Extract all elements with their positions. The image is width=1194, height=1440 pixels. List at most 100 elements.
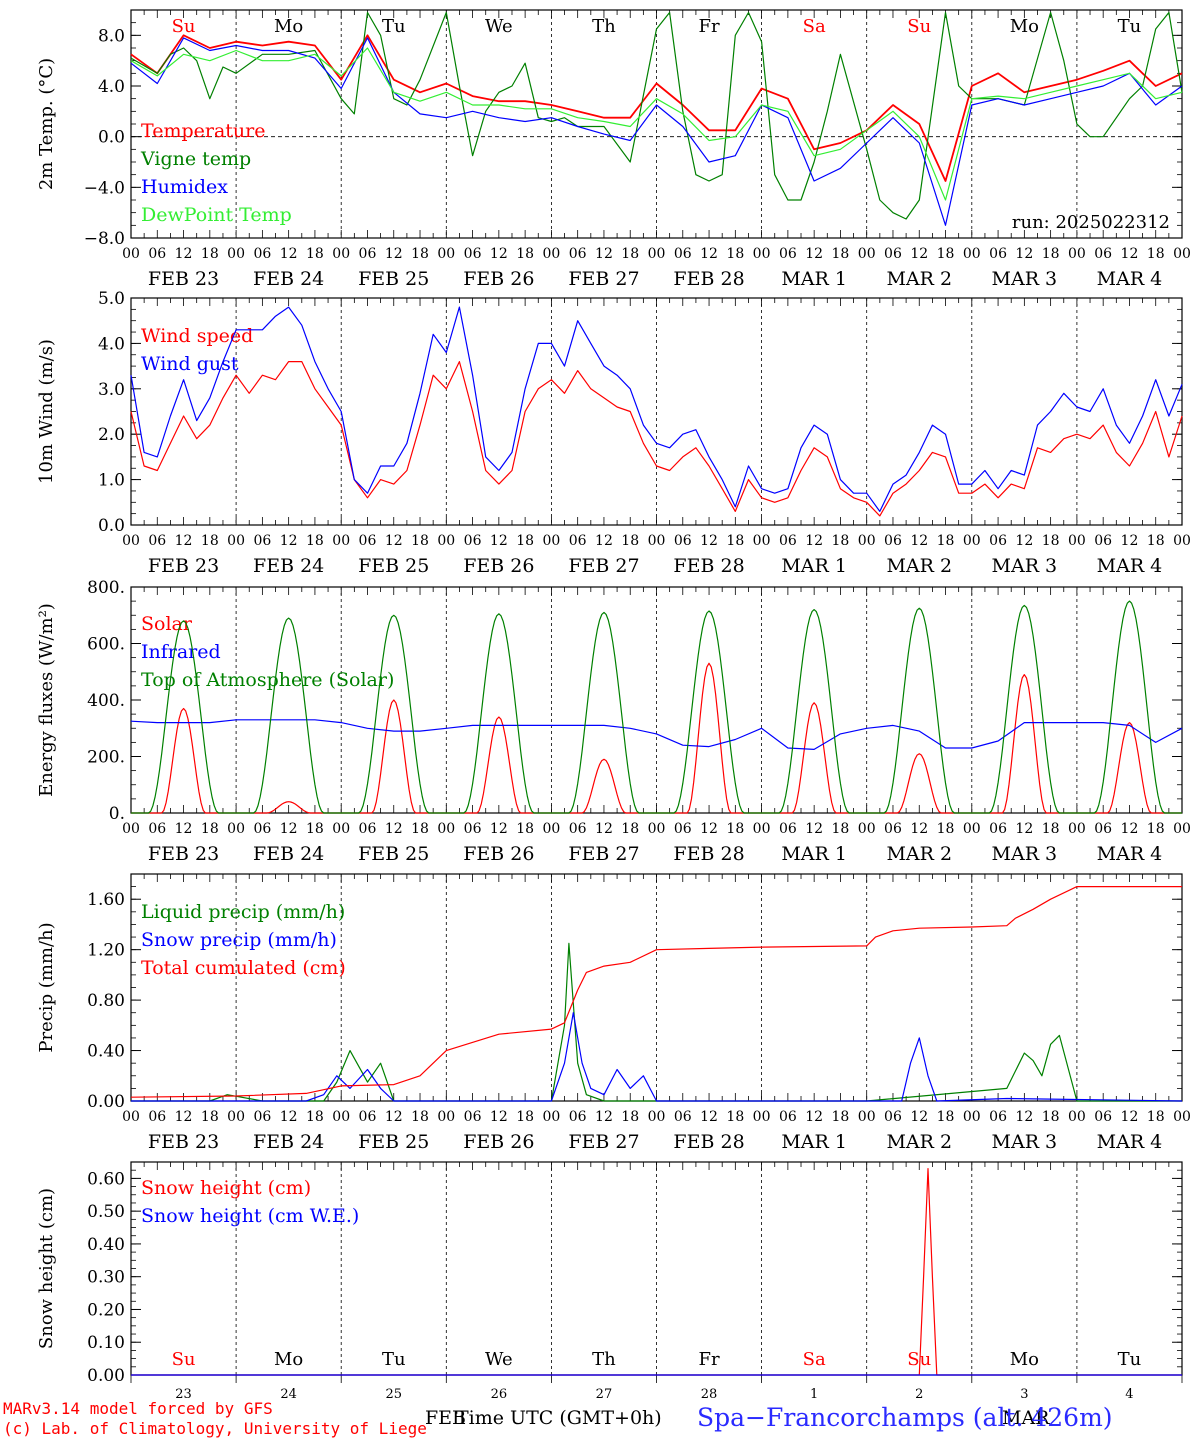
- legend-entry: Total cumulated (cm): [141, 957, 346, 979]
- hour-tick-label: 18: [1147, 533, 1165, 549]
- hour-tick-label: 00: [963, 821, 981, 837]
- date-label: MAR 2: [886, 555, 952, 577]
- hour-tick-label: 18: [411, 246, 429, 262]
- hour-tick-label: 12: [280, 1109, 298, 1125]
- hour-tick-label: 18: [1147, 821, 1165, 837]
- hour-tick-label: 12: [1015, 533, 1033, 549]
- hour-tick-label: 06: [253, 246, 271, 262]
- hour-tick-label: 12: [910, 246, 928, 262]
- hour-tick-label: 18: [726, 821, 744, 837]
- hour-tick-label: 00: [332, 246, 350, 262]
- hour-tick-label: 00: [1068, 1109, 1086, 1125]
- date-label: MAR 2: [886, 1131, 952, 1153]
- hour-tick-label: 06: [674, 1109, 692, 1125]
- hour-tick-label: 06: [779, 1109, 797, 1125]
- hour-tick-label: 18: [832, 533, 850, 549]
- hour-tick-label: 18: [516, 821, 534, 837]
- hour-tick-label: 12: [805, 821, 823, 837]
- hour-tick-label: 06: [989, 1109, 1007, 1125]
- hour-tick-label: 00: [1173, 821, 1191, 837]
- y-tick-label: 0.0: [98, 516, 125, 536]
- hour-tick-label: 06: [464, 246, 482, 262]
- hour-tick-label: 00: [1068, 533, 1086, 549]
- y-tick-label: 0.30: [87, 1268, 125, 1288]
- hour-tick-label: 12: [700, 533, 718, 549]
- hour-tick-label: 00: [227, 533, 245, 549]
- series-line-humidex: [130, 37, 1183, 226]
- hour-tick-label: 00: [1068, 821, 1086, 837]
- day-name-label: Su: [907, 16, 931, 37]
- legend-entry: Snow height (cm): [141, 1177, 311, 1199]
- hour-tick-label: 12: [1121, 246, 1139, 262]
- hour-tick-label: 12: [805, 1109, 823, 1125]
- hour-tick-label: 06: [989, 533, 1007, 549]
- date-label: FEB 27: [568, 843, 639, 865]
- day-name-label: Mo: [274, 1349, 303, 1370]
- day-name-label: Tu: [382, 1349, 406, 1370]
- hour-tick-label: 18: [832, 821, 850, 837]
- day-name-label: We: [485, 16, 513, 37]
- hour-tick-label: 12: [1121, 533, 1139, 549]
- date-label: MAR 4: [1097, 555, 1163, 577]
- date-label: FEB 28: [673, 268, 744, 290]
- hour-tick-label: 06: [674, 821, 692, 837]
- date-label: MAR 1: [781, 843, 847, 865]
- hour-tick-label: 00: [1173, 246, 1191, 262]
- hour-tick-label: 00: [648, 1109, 666, 1125]
- hour-tick-label: 12: [280, 533, 298, 549]
- hour-tick-label: 06: [359, 1109, 377, 1125]
- hour-tick-label: 18: [1042, 1109, 1060, 1125]
- hour-tick-label: 00: [1173, 1109, 1191, 1125]
- day-number-label: 28: [701, 1387, 718, 1402]
- panel-5: 0.60 0.50 0.40 0.30 0.20 0.10 0.00 Snow height …: [36, 1161, 1183, 1402]
- hour-tick-label: 00: [122, 246, 140, 262]
- date-label: FEB 23: [148, 555, 219, 577]
- day-name-label: Su: [172, 16, 196, 37]
- footer: MARv3.14 model forced by GFS (c) Lab. of…: [3, 1399, 1113, 1438]
- hour-tick-label: 18: [1147, 246, 1165, 262]
- hour-tick-label: 00: [753, 821, 771, 837]
- hour-tick-label: 12: [805, 246, 823, 262]
- hour-tick-label: 18: [1042, 246, 1060, 262]
- station-label: Spa−Francorchamps (alt. 426m): [697, 1403, 1113, 1432]
- y-tick-label: 0.10: [87, 1333, 125, 1353]
- hour-tick-label: 06: [148, 246, 166, 262]
- y-tick-label: 0.50: [87, 1202, 125, 1222]
- hour-tick-label: 18: [201, 246, 219, 262]
- hour-tick-label: 12: [700, 246, 718, 262]
- hour-tick-label: 06: [148, 533, 166, 549]
- hour-tick-label: 18: [411, 821, 429, 837]
- y-tick-label: 600.: [87, 635, 125, 655]
- hour-tick-label: 12: [385, 821, 403, 837]
- date-label: FEB 28: [673, 1131, 744, 1153]
- series-line-top-of-atmosphere-solar: [131, 600, 1182, 814]
- date-label: FEB 26: [463, 555, 534, 577]
- day-number-label: 2: [915, 1387, 923, 1402]
- hour-tick-label: 06: [674, 246, 692, 262]
- day-name-label: Su: [907, 1349, 931, 1370]
- y-tick-label: 4.0: [98, 77, 125, 97]
- y-tick-label: −4.0: [84, 178, 125, 198]
- x-axis-title: Time UTC (GMT+0h): [456, 1407, 662, 1429]
- hour-tick-label: 00: [753, 246, 771, 262]
- hour-tick-label: 00: [122, 821, 140, 837]
- day-name-label: Mo: [1010, 16, 1039, 37]
- hour-tick-label: 00: [1173, 533, 1191, 549]
- day-number-label: 27: [596, 1387, 613, 1402]
- date-label: FEB 23: [148, 268, 219, 290]
- hour-tick-label: 00: [227, 246, 245, 262]
- hour-tick-label: 00: [122, 533, 140, 549]
- hour-tick-label: 06: [253, 1109, 271, 1125]
- date-label: FEB 28: [673, 555, 744, 577]
- day-name-label: Mo: [1010, 1349, 1039, 1370]
- legend-entry: Snow height (cm W.E.): [141, 1205, 359, 1227]
- hour-tick-label: 00: [542, 246, 560, 262]
- hour-tick-label: 06: [569, 821, 587, 837]
- day-name-label: Tu: [382, 16, 406, 37]
- month-right-label: MAR: [1002, 1407, 1050, 1429]
- y-axis-label: Precip (mm/h): [36, 922, 57, 1052]
- hour-tick-label: 00: [437, 246, 455, 262]
- hour-tick-label: 18: [1042, 821, 1060, 837]
- hour-tick-label: 18: [516, 533, 534, 549]
- y-tick-label: 4.0: [98, 334, 125, 354]
